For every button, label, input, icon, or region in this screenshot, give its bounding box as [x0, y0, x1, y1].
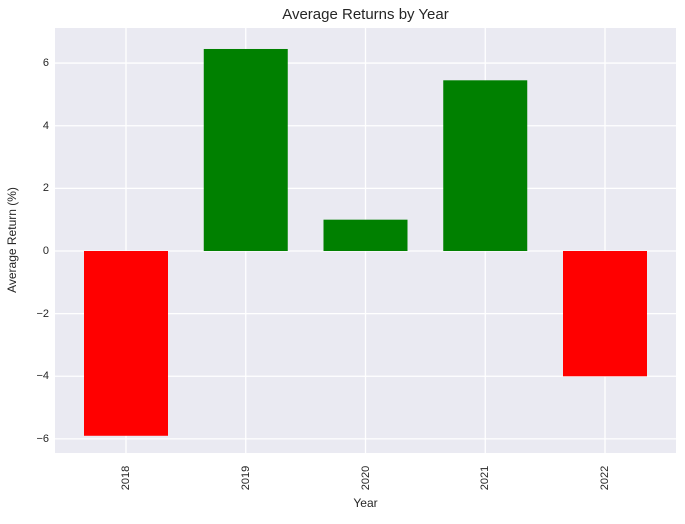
- chart-title: Average Returns by Year: [282, 6, 449, 23]
- bar-2020: [323, 219, 408, 251]
- x-tick-label-2022: 2022: [599, 465, 611, 491]
- x-tick-label-2018: 2018: [120, 465, 132, 491]
- x-tick-label-2019: 2019: [239, 465, 252, 491]
- bar-2018: [84, 250, 168, 436]
- bar-2022: [563, 250, 647, 377]
- y-tick-label: 4: [42, 119, 49, 132]
- y-tick-label: −2: [36, 307, 49, 320]
- y-tick-label: 2: [42, 182, 49, 195]
- y-tick-label: 0: [42, 244, 49, 257]
- x-axis-label: Year: [353, 496, 378, 510]
- y-tick-label: 6: [42, 57, 49, 70]
- x-tick-label-2020: 2020: [359, 465, 372, 491]
- x-tick-label-2021: 2021: [479, 465, 492, 491]
- y-tick-label: −4: [36, 370, 49, 383]
- y-axis-label: Average Return (%): [5, 187, 19, 293]
- bar-2021: [443, 80, 528, 251]
- y-tick-label: −6: [36, 432, 49, 445]
- bar-2019: [203, 48, 288, 251]
